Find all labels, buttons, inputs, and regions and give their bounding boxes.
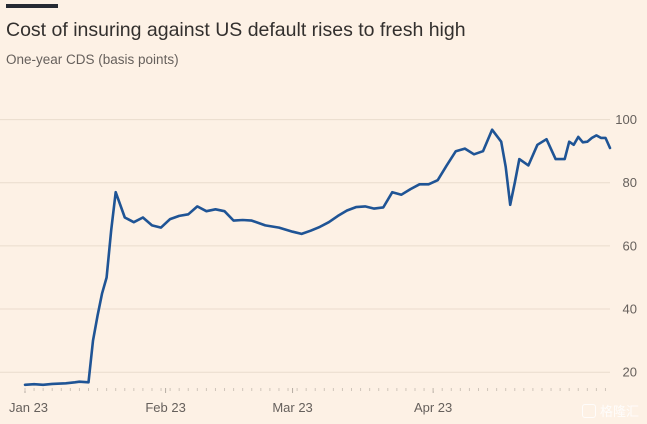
x-tick-label: Mar 23 — [272, 400, 312, 415]
y-tick-label: 60 — [623, 238, 637, 253]
gridlines — [0, 119, 610, 373]
x-tick-label: Apr 23 — [414, 400, 452, 415]
series-group — [23, 128, 612, 387]
chart-title: Cost of insuring against US default rise… — [6, 19, 466, 41]
y-tick-label: 20 — [623, 365, 637, 380]
y-tick-label: 40 — [623, 302, 637, 317]
y-axis-labels: 20 40 60 80 100 — [615, 112, 637, 380]
watermark: 格隆汇 — [581, 401, 639, 420]
y-tick-label: 100 — [615, 112, 637, 127]
series-line-0 — [23, 128, 612, 387]
y-tick-label: 80 — [623, 175, 637, 190]
top-rule — [6, 4, 58, 8]
watermark-text: 格隆汇 — [599, 404, 639, 419]
watermark-logo-icon — [581, 403, 596, 418]
x-tick-label: Feb 23 — [145, 400, 185, 415]
chart-subtitle: One-year CDS (basis points) — [6, 52, 179, 67]
x-tick-label: Jan 23 — [9, 400, 48, 415]
x-axis-labels: Jan 23 Feb 23 Mar 23 Apr 23 — [9, 388, 606, 415]
